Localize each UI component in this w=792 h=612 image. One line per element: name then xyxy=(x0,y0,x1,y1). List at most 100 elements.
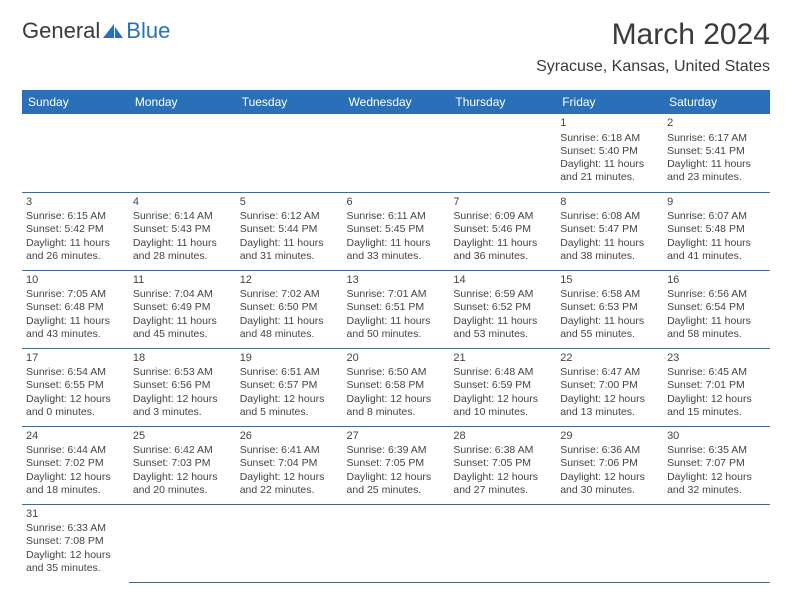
dayhead-thu: Thursday xyxy=(449,90,556,114)
dayhead-mon: Monday xyxy=(129,90,236,114)
calendar-cell: 6Sunrise: 6:11 AMSunset: 5:45 PMDaylight… xyxy=(343,192,450,270)
sunset-text: Sunset: 6:54 PM xyxy=(667,301,766,314)
day-number: 7 xyxy=(453,196,552,210)
daylight-text: Daylight: 12 hours and 32 minutes. xyxy=(667,471,766,497)
sunrise-text: Sunrise: 7:05 AM xyxy=(26,288,125,301)
sunset-text: Sunset: 6:59 PM xyxy=(453,379,552,392)
calendar-cell: 1Sunrise: 6:18 AMSunset: 5:40 PMDaylight… xyxy=(556,114,663,192)
calendar-cell: 4Sunrise: 6:14 AMSunset: 5:43 PMDaylight… xyxy=(129,192,236,270)
calendar-row: 3Sunrise: 6:15 AMSunset: 5:42 PMDaylight… xyxy=(22,192,770,270)
day-number: 19 xyxy=(240,352,339,366)
daylight-text: Daylight: 11 hours and 55 minutes. xyxy=(560,315,659,341)
sunrise-text: Sunrise: 6:48 AM xyxy=(453,366,552,379)
daylight-text: Daylight: 11 hours and 21 minutes. xyxy=(560,158,659,184)
sunset-text: Sunset: 6:52 PM xyxy=(453,301,552,314)
logo: General Blue xyxy=(22,18,170,44)
title-block: March 2024 Syracuse, Kansas, United Stat… xyxy=(536,18,770,76)
calendar-cell: 17Sunrise: 6:54 AMSunset: 6:55 PMDayligh… xyxy=(22,348,129,426)
calendar-cell xyxy=(556,504,663,582)
daylight-text: Daylight: 12 hours and 20 minutes. xyxy=(133,471,232,497)
calendar-cell xyxy=(129,504,236,582)
logo-text-1: General xyxy=(22,18,100,44)
calendar-cell xyxy=(449,504,556,582)
daylight-text: Daylight: 12 hours and 10 minutes. xyxy=(453,393,552,419)
sunrise-text: Sunrise: 6:45 AM xyxy=(667,366,766,379)
sunset-text: Sunset: 5:45 PM xyxy=(347,223,446,236)
sunrise-text: Sunrise: 6:51 AM xyxy=(240,366,339,379)
month-title: March 2024 xyxy=(536,18,770,52)
daylight-text: Daylight: 11 hours and 41 minutes. xyxy=(667,237,766,263)
sunrise-text: Sunrise: 6:53 AM xyxy=(133,366,232,379)
calendar-cell: 8Sunrise: 6:08 AMSunset: 5:47 PMDaylight… xyxy=(556,192,663,270)
daylight-text: Daylight: 12 hours and 35 minutes. xyxy=(26,549,125,575)
day-number: 1 xyxy=(560,117,659,131)
day-number: 29 xyxy=(560,430,659,444)
calendar-cell xyxy=(343,114,450,192)
calendar-cell: 14Sunrise: 6:59 AMSunset: 6:52 PMDayligh… xyxy=(449,270,556,348)
sunset-text: Sunset: 6:51 PM xyxy=(347,301,446,314)
sunrise-text: Sunrise: 6:54 AM xyxy=(26,366,125,379)
calendar-row: 31Sunrise: 6:33 AMSunset: 7:08 PMDayligh… xyxy=(22,504,770,582)
daylight-text: Daylight: 12 hours and 15 minutes. xyxy=(667,393,766,419)
daylight-text: Daylight: 11 hours and 48 minutes. xyxy=(240,315,339,341)
calendar-cell: 11Sunrise: 7:04 AMSunset: 6:49 PMDayligh… xyxy=(129,270,236,348)
sunset-text: Sunset: 5:44 PM xyxy=(240,223,339,236)
sunset-text: Sunset: 5:47 PM xyxy=(560,223,659,236)
dayhead-sun: Sunday xyxy=(22,90,129,114)
sunset-text: Sunset: 7:01 PM xyxy=(667,379,766,392)
day-number: 6 xyxy=(347,196,446,210)
day-number: 8 xyxy=(560,196,659,210)
sunset-text: Sunset: 7:05 PM xyxy=(347,457,446,470)
calendar-row: 10Sunrise: 7:05 AMSunset: 6:48 PMDayligh… xyxy=(22,270,770,348)
day-number: 18 xyxy=(133,352,232,366)
calendar-cell xyxy=(236,114,343,192)
sunrise-text: Sunrise: 7:02 AM xyxy=(240,288,339,301)
sunrise-text: Sunrise: 6:18 AM xyxy=(560,132,659,145)
calendar-cell: 13Sunrise: 7:01 AMSunset: 6:51 PMDayligh… xyxy=(343,270,450,348)
day-number: 20 xyxy=(347,352,446,366)
logo-text-2: Blue xyxy=(126,18,170,44)
calendar-cell: 2Sunrise: 6:17 AMSunset: 5:41 PMDaylight… xyxy=(663,114,770,192)
sunrise-text: Sunrise: 6:58 AM xyxy=(560,288,659,301)
dayhead-sat: Saturday xyxy=(663,90,770,114)
daylight-text: Daylight: 12 hours and 18 minutes. xyxy=(26,471,125,497)
day-number: 4 xyxy=(133,196,232,210)
daylight-text: Daylight: 11 hours and 50 minutes. xyxy=(347,315,446,341)
day-number: 5 xyxy=(240,196,339,210)
day-number: 28 xyxy=(453,430,552,444)
day-number: 17 xyxy=(26,352,125,366)
daylight-text: Daylight: 11 hours and 31 minutes. xyxy=(240,237,339,263)
sunrise-text: Sunrise: 6:17 AM xyxy=(667,132,766,145)
day-number: 24 xyxy=(26,430,125,444)
daylight-text: Daylight: 11 hours and 38 minutes. xyxy=(560,237,659,263)
sunrise-text: Sunrise: 6:59 AM xyxy=(453,288,552,301)
sunrise-text: Sunrise: 6:41 AM xyxy=(240,444,339,457)
sunset-text: Sunset: 5:41 PM xyxy=(667,145,766,158)
calendar-cell: 24Sunrise: 6:44 AMSunset: 7:02 PMDayligh… xyxy=(22,426,129,504)
day-number: 13 xyxy=(347,274,446,288)
sunset-text: Sunset: 5:46 PM xyxy=(453,223,552,236)
calendar-cell: 28Sunrise: 6:38 AMSunset: 7:05 PMDayligh… xyxy=(449,426,556,504)
sunset-text: Sunset: 6:53 PM xyxy=(560,301,659,314)
sunset-text: Sunset: 6:50 PM xyxy=(240,301,339,314)
calendar-body: 1Sunrise: 6:18 AMSunset: 5:40 PMDaylight… xyxy=(22,114,770,582)
daylight-text: Daylight: 11 hours and 33 minutes. xyxy=(347,237,446,263)
day-number: 3 xyxy=(26,196,125,210)
daylight-text: Daylight: 11 hours and 53 minutes. xyxy=(453,315,552,341)
sunset-text: Sunset: 6:56 PM xyxy=(133,379,232,392)
calendar-cell: 26Sunrise: 6:41 AMSunset: 7:04 PMDayligh… xyxy=(236,426,343,504)
calendar-cell xyxy=(236,504,343,582)
day-number: 10 xyxy=(26,274,125,288)
sunrise-text: Sunrise: 6:35 AM xyxy=(667,444,766,457)
sunset-text: Sunset: 7:00 PM xyxy=(560,379,659,392)
calendar-cell xyxy=(343,504,450,582)
sunrise-text: Sunrise: 6:44 AM xyxy=(26,444,125,457)
sunset-text: Sunset: 5:42 PM xyxy=(26,223,125,236)
calendar-cell xyxy=(449,114,556,192)
calendar-cell xyxy=(663,504,770,582)
dayhead-fri: Friday xyxy=(556,90,663,114)
daylight-text: Daylight: 12 hours and 8 minutes. xyxy=(347,393,446,419)
day-number: 23 xyxy=(667,352,766,366)
calendar-cell: 20Sunrise: 6:50 AMSunset: 6:58 PMDayligh… xyxy=(343,348,450,426)
sunrise-text: Sunrise: 6:42 AM xyxy=(133,444,232,457)
